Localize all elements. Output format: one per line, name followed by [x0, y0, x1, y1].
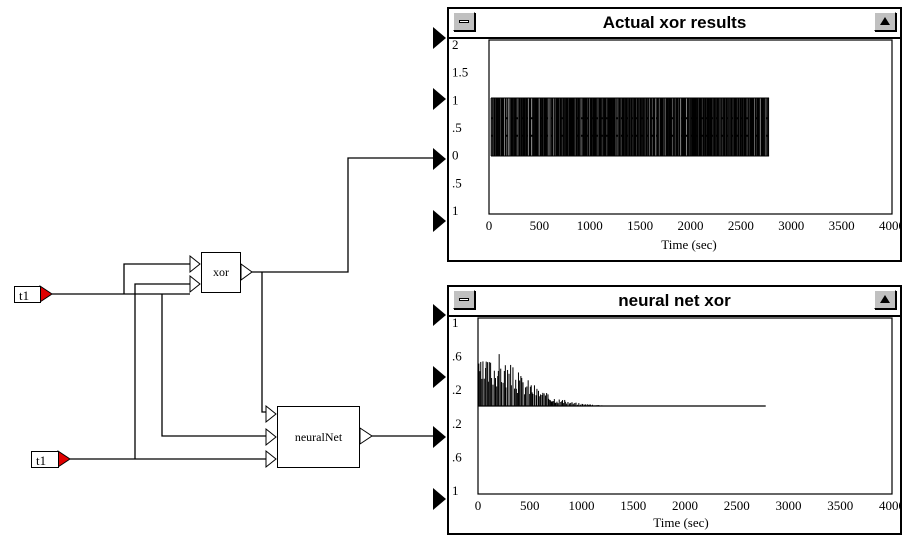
x-axis-label: Time (sec) [653, 515, 709, 530]
x-tick-label: 2500 [728, 218, 754, 233]
y-tick-label: .6 [452, 349, 462, 364]
x-tick-label: 0 [475, 498, 482, 513]
y-tick-label: 1.5 [452, 65, 468, 80]
source-block-t1-top[interactable]: t1 [14, 286, 41, 303]
x-tick-label: 4000 [879, 218, 900, 233]
plot-area: 1 .6 .2 .2 .6 1 0 500 1000 1500 2000 2500 3000 3500 4… [452, 315, 900, 530]
y-tick-label: .5 [452, 175, 462, 190]
y-tick-label: .2 [452, 416, 462, 431]
y-tick-label: .2 [452, 382, 462, 397]
window-maximize-button[interactable] [874, 290, 896, 309]
source-block-t1-bottom[interactable]: t1 [31, 451, 59, 468]
series-xor-actual [490, 97, 770, 157]
window-title: neural net xor [618, 291, 731, 310]
y-tick-label: 2 [452, 37, 459, 52]
y-tick-label: .5 [452, 120, 462, 135]
window-title: Actual xor results [602, 13, 747, 32]
x-tick-label: 1000 [569, 498, 595, 513]
y-tick-label: 1 [452, 92, 459, 107]
y-tick-label: 1 [452, 483, 459, 498]
xor-block[interactable]: xor [201, 252, 241, 293]
x-tick-label: 2500 [724, 498, 750, 513]
neuralnet-block[interactable]: neuralNet [277, 406, 360, 468]
x-tick-label: 3500 [827, 498, 853, 513]
x-tick-label: 3500 [829, 218, 855, 233]
y-tick-label: .6 [452, 449, 462, 464]
y-tick-label: 0 [452, 148, 459, 163]
plot-window-actual-xor[interactable]: Actual xor results 2 1.5 1.5 0.5 1 0 500 1000 1… [447, 7, 902, 262]
x-tick-label: 3000 [776, 498, 802, 513]
source-port-icon [39, 285, 53, 303]
block-label: xor [213, 265, 229, 279]
x-tick-label: 3000 [778, 218, 804, 233]
minus-icon [459, 298, 469, 301]
triangle-up-icon [880, 17, 890, 25]
x-tick-label: 2000 [678, 218, 704, 233]
source-label: t1 [19, 288, 30, 303]
window-titlebar[interactable]: Actual xor results [449, 9, 900, 39]
window-maximize-button[interactable] [874, 12, 896, 31]
x-tick-label: 2000 [672, 498, 698, 513]
x-tick-label: 4000 [879, 498, 900, 513]
window-control-menu-button[interactable] [453, 12, 475, 31]
y-tick-label: 1 [452, 203, 459, 218]
block-label: neuralNet [294, 430, 343, 444]
x-tick-label: 0 [486, 218, 493, 233]
source-port-icon [57, 450, 71, 468]
plot-window-neural-net-xor[interactable]: neural net xor 1 .6 .2 .2 .6 1 0 500 1000 1500 20… [447, 285, 902, 535]
x-tick-label: 500 [530, 218, 550, 233]
window-titlebar[interactable]: neural net xor [449, 287, 900, 317]
x-tick-label: 1000 [577, 218, 603, 233]
x-tick-label: 500 [520, 498, 540, 513]
y-tick-label: 1 [452, 315, 459, 330]
x-axis-label: Time (sec) [661, 237, 717, 252]
window-control-menu-button[interactable] [453, 290, 475, 309]
minus-icon [459, 20, 469, 23]
x-tick-label: 1500 [627, 218, 653, 233]
plot-area: 21.51.50.51 0 500 1000 1500 2000 2500 3000 3500… [452, 37, 900, 252]
series-neural-net [477, 354, 766, 407]
source-label: t1 [36, 453, 47, 468]
x-tick-label: 1500 [620, 498, 646, 513]
triangle-up-icon [880, 295, 890, 303]
